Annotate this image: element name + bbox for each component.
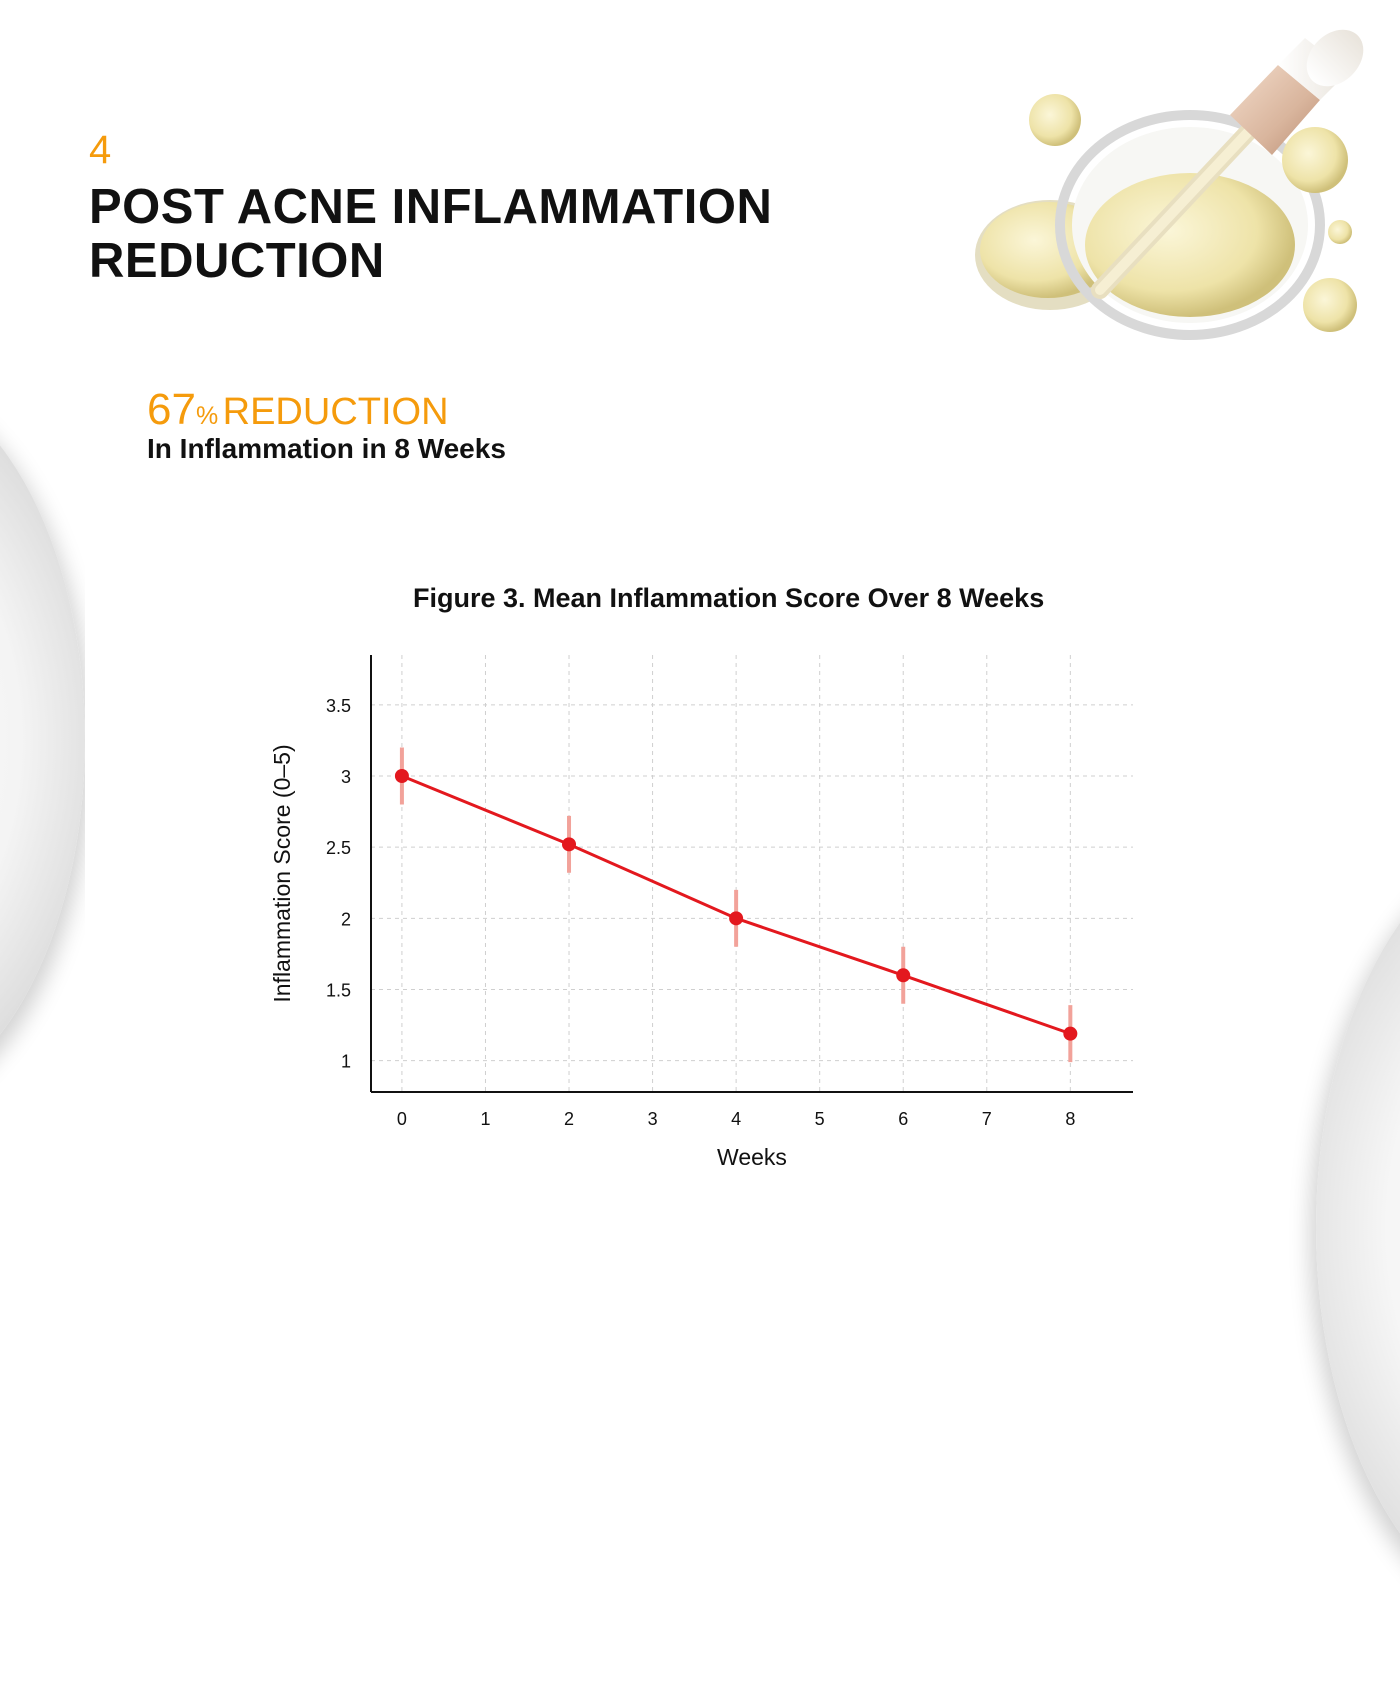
x-tick-label-2: 2 bbox=[564, 1109, 574, 1129]
x-tick-label-3: 3 bbox=[648, 1109, 658, 1129]
stat-value: 67 bbox=[147, 385, 196, 434]
y-tick-label-3: 3 bbox=[341, 767, 351, 787]
x-tick-label-5: 5 bbox=[815, 1109, 825, 1129]
section-title: POST ACNE INFLAMMATION REDUCTION bbox=[89, 180, 773, 288]
chart-axes bbox=[370, 655, 1133, 1093]
data-point-week-0 bbox=[394, 768, 409, 783]
stat-unit: % bbox=[195, 402, 219, 430]
background-panel bbox=[85, 360, 145, 1120]
serum-dropper-illustration bbox=[975, 29, 1364, 340]
y-tick-label-3.5: 3.5 bbox=[326, 696, 351, 716]
y-tick-label-1: 1 bbox=[341, 1052, 351, 1072]
y-tick-label-2.5: 2.5 bbox=[326, 838, 351, 858]
y-axis-label: Inflammation Score (0–5) bbox=[269, 744, 295, 1002]
data-point-week-4 bbox=[729, 911, 744, 926]
x-tick-label-7: 7 bbox=[982, 1109, 992, 1129]
stat-label: REDUCTION bbox=[222, 391, 449, 433]
stat-headline: 67% REDUCTION bbox=[147, 385, 449, 435]
x-tick-label-6: 6 bbox=[898, 1109, 908, 1129]
x-tick-label-4: 4 bbox=[731, 1109, 741, 1129]
chart-tick-labels: 0 1 2 3 4 5 6 7 8 1 1.5 2 2.5 3 3.5 bbox=[326, 696, 1075, 1129]
y-tick-label-1.5: 1.5 bbox=[326, 981, 351, 1001]
data-point-week-6 bbox=[896, 968, 911, 983]
data-point-week-2 bbox=[562, 837, 577, 852]
stat-subtitle: In Inflammation in 8 Weeks bbox=[147, 433, 506, 464]
chart-title: Figure 3. Mean Inflammation Score Over 8… bbox=[413, 583, 1045, 613]
x-tick-label-8: 8 bbox=[1065, 1109, 1075, 1129]
x-axis-label: Weeks bbox=[717, 1144, 787, 1170]
section-number: 4 bbox=[89, 128, 112, 172]
x-tick-label-1: 1 bbox=[480, 1109, 490, 1129]
y-tick-label-2: 2 bbox=[341, 909, 351, 929]
x-tick-label-0: 0 bbox=[397, 1109, 407, 1129]
data-point-week-8 bbox=[1063, 1026, 1078, 1041]
chart-gridlines bbox=[371, 655, 1133, 1092]
chart-series bbox=[394, 768, 1078, 1041]
